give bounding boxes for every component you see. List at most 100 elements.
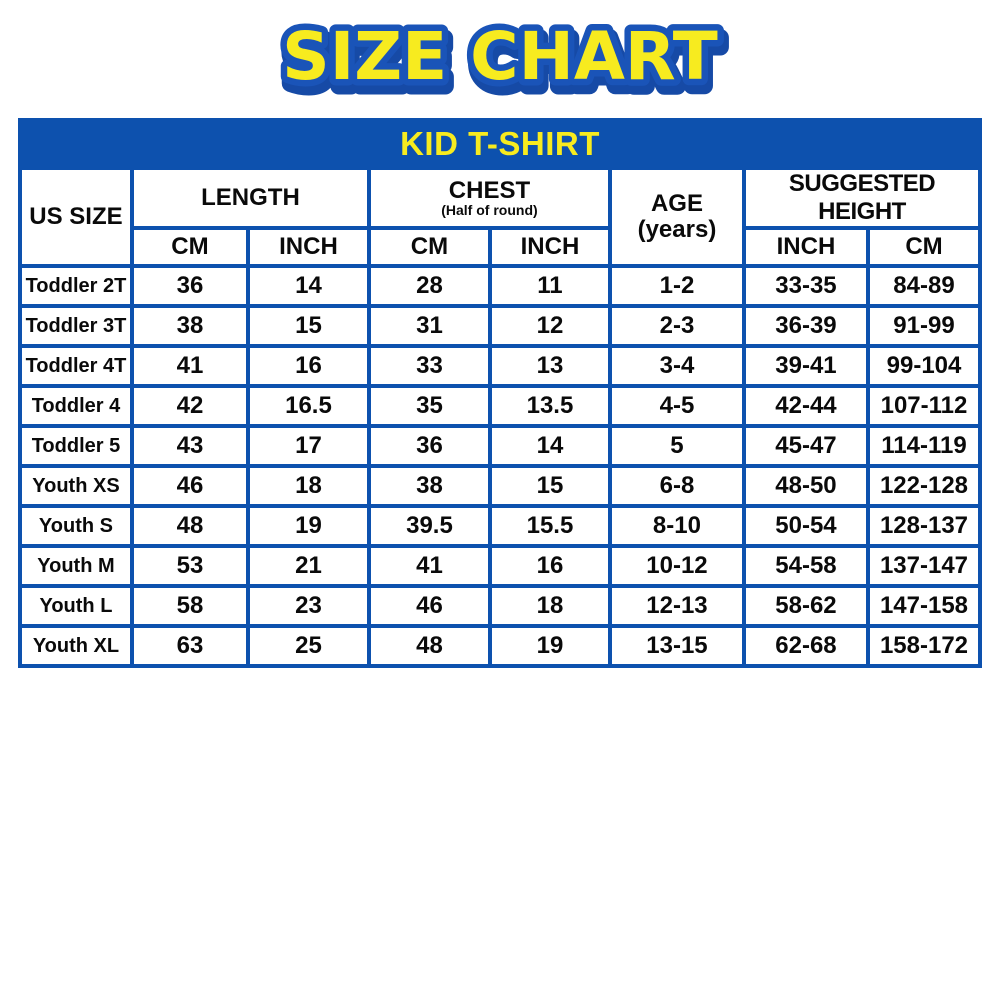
size-label-cell: Youth M xyxy=(17,544,134,588)
col-header-length: LENGTH xyxy=(129,166,371,230)
size-table-body: Toddler 2T 36 14 28 11 1-2 33-35 84-89 Toddler 3… xyxy=(17,264,983,668)
size-chart-table: KID T-SHIRT US SIZE LENGTH CHEST (Half o… xyxy=(17,118,983,668)
size-label-cell: Youth XS xyxy=(17,464,134,508)
table-row: Toddler 4 42 16.5 35 13.5 4-5 42-44 107-112 xyxy=(17,384,983,428)
table-row: Youth M 53 21 41 16 10-12 54-58 137-147 xyxy=(17,544,983,588)
value-cell: 53 xyxy=(129,544,250,588)
value-cell: 99-104 xyxy=(865,344,983,388)
value-cell: 58-62 xyxy=(741,584,870,628)
title-text: SIZE CHART xyxy=(282,18,718,95)
value-cell: 18 xyxy=(487,584,612,628)
bubble-title-graphic: SIZE CHART SIZE CHART xyxy=(276,12,730,111)
value-cell: 4-5 xyxy=(607,384,746,428)
value-cell: 46 xyxy=(129,464,250,508)
value-cell: 10-12 xyxy=(607,544,746,588)
subheader-chest-inch: INCH xyxy=(487,226,612,268)
page: SIZE CHART SIZE CHART KID T-SHIRT US SIZ… xyxy=(17,12,983,668)
value-cell: 137-147 xyxy=(865,544,983,588)
value-cell: 16 xyxy=(245,344,371,388)
value-cell: 107-112 xyxy=(865,384,983,428)
value-cell: 2-3 xyxy=(607,304,746,348)
table-row: Toddler 3T 38 15 31 12 2-3 36-39 91-99 xyxy=(17,304,983,348)
value-cell: 54-58 xyxy=(741,544,870,588)
value-cell: 16.5 xyxy=(245,384,371,428)
sub-header-row: CM INCH CM INCH INCH CM xyxy=(20,226,983,268)
size-label-cell: Toddler 2T xyxy=(17,264,134,308)
value-cell: 114-119 xyxy=(865,424,983,468)
value-cell: 46 xyxy=(366,584,492,628)
subheader-height-inch: INCH xyxy=(741,226,870,268)
value-cell: 6-8 xyxy=(607,464,746,508)
value-cell: 42 xyxy=(129,384,250,428)
value-cell: 62-68 xyxy=(741,624,870,668)
table-row: Youth L 58 23 46 18 12-13 58-62 147-158 xyxy=(17,584,983,628)
age-years-label: (years) xyxy=(637,216,717,243)
col-header-age: AGE (years) xyxy=(607,166,746,268)
size-label-cell: Youth L xyxy=(17,584,134,628)
value-cell: 39.5 xyxy=(366,504,492,548)
value-cell: 41 xyxy=(129,344,250,388)
value-cell: 42-44 xyxy=(741,384,870,428)
subheader-length-inch: INCH xyxy=(245,226,371,268)
table-row: Youth XL 63 25 48 19 13-15 62-68 158-172 xyxy=(17,624,983,668)
value-cell: 1-2 xyxy=(607,264,746,308)
value-cell: 15 xyxy=(487,464,612,508)
value-cell: 14 xyxy=(245,264,371,308)
value-cell: 33 xyxy=(366,344,492,388)
value-cell: 39-41 xyxy=(741,344,870,388)
value-cell: 36 xyxy=(129,264,250,308)
value-cell: 48 xyxy=(129,504,250,548)
size-label-cell: Youth S xyxy=(17,504,134,548)
value-cell: 147-158 xyxy=(865,584,983,628)
subheader-height-cm: CM xyxy=(865,226,983,268)
value-cell: 3-4 xyxy=(607,344,746,388)
subheader-chest-cm: CM xyxy=(366,226,492,268)
value-cell: 128-137 xyxy=(865,504,983,548)
col-header-chest: CHEST (Half of round) xyxy=(366,166,612,230)
title-shadow-text: SIZE CHART xyxy=(285,25,721,102)
table-row: Youth S 48 19 39.5 15.5 8-10 50-54 128-137 xyxy=(17,504,983,548)
col-header-suggested-height: SUGGESTED HEIGHT xyxy=(741,166,983,230)
group-header-row: US SIZE LENGTH CHEST (Half of round) AGE… xyxy=(17,166,983,268)
value-cell: 17 xyxy=(245,424,371,468)
value-cell: 50-54 xyxy=(741,504,870,548)
value-cell: 16 xyxy=(487,544,612,588)
header-bar-row: KID T-SHIRT xyxy=(17,118,983,170)
chest-note-label: (Half of round) xyxy=(441,202,538,218)
value-cell: 21 xyxy=(245,544,371,588)
value-cell: 23 xyxy=(245,584,371,628)
value-cell: 15 xyxy=(245,304,371,348)
value-cell: 41 xyxy=(366,544,492,588)
value-cell: 38 xyxy=(366,464,492,508)
value-cell: 8-10 xyxy=(607,504,746,548)
value-cell: 19 xyxy=(487,624,612,668)
table-row: Toddler 2T 36 14 28 11 1-2 33-35 84-89 xyxy=(17,264,983,308)
value-cell: 36-39 xyxy=(741,304,870,348)
table-row: Youth XS 46 18 38 15 6-8 48-50 122-128 xyxy=(17,464,983,508)
chest-label: CHEST xyxy=(448,177,531,204)
value-cell: 13-15 xyxy=(607,624,746,668)
value-cell: 13 xyxy=(487,344,612,388)
value-cell: 13.5 xyxy=(487,384,612,428)
value-cell: 12-13 xyxy=(607,584,746,628)
value-cell: 33-35 xyxy=(741,264,870,308)
value-cell: 11 xyxy=(487,264,612,308)
product-header-bar: KID T-SHIRT xyxy=(17,118,983,170)
value-cell: 25 xyxy=(245,624,371,668)
size-label-cell: Toddler 4 xyxy=(17,384,134,428)
value-cell: 5 xyxy=(607,424,746,468)
value-cell: 122-128 xyxy=(865,464,983,508)
table-row: Toddler 5 43 17 36 14 5 45-47 114-119 xyxy=(17,424,983,468)
value-cell: 28 xyxy=(366,264,492,308)
value-cell: 91-99 xyxy=(865,304,983,348)
size-label-cell: Toddler 5 xyxy=(17,424,134,468)
value-cell: 58 xyxy=(129,584,250,628)
value-cell: 158-172 xyxy=(865,624,983,668)
value-cell: 38 xyxy=(129,304,250,348)
value-cell: 36 xyxy=(366,424,492,468)
col-header-us-size: US SIZE xyxy=(17,166,134,268)
value-cell: 48-50 xyxy=(741,464,870,508)
table-head: KID T-SHIRT US SIZE LENGTH CHEST (Half o… xyxy=(17,118,983,268)
value-cell: 63 xyxy=(129,624,250,668)
value-cell: 45-47 xyxy=(741,424,870,468)
